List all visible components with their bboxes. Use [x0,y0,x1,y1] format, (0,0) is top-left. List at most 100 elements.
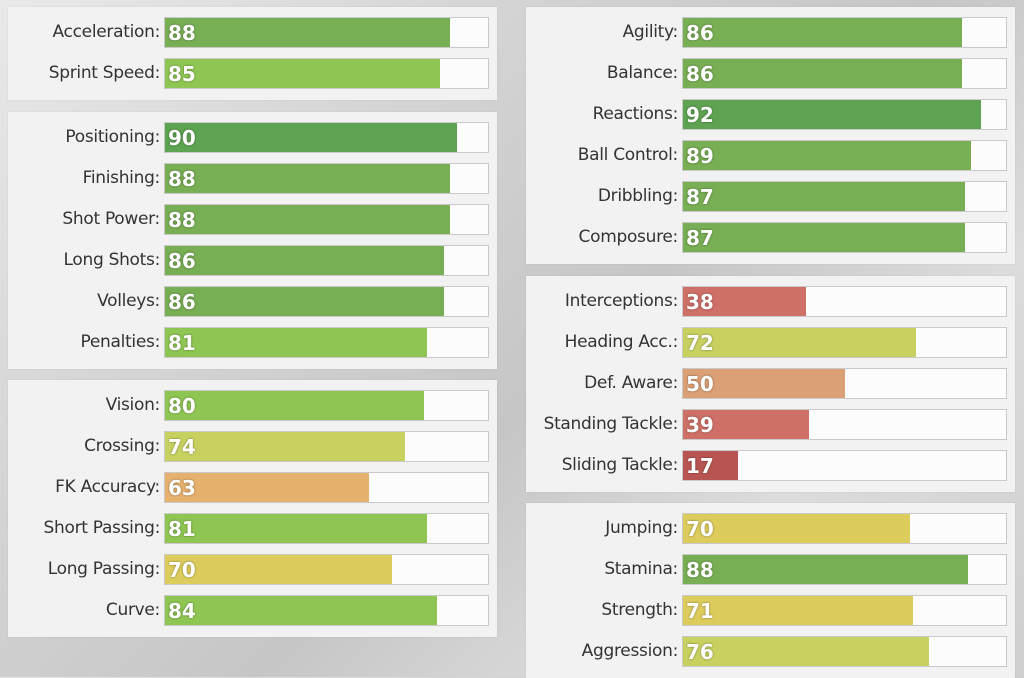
stat-bar-jumping: 70 [682,513,1007,544]
stat-label-ball-control: Ball Control: [577,145,679,165]
stat-value: 92 [686,103,714,127]
stat-value: 81 [168,517,196,541]
stat-bar-fill [683,410,810,439]
stat-bar-fill [165,18,451,47]
stat-bar-fill [165,596,438,625]
stat-bar-aggression: 76 [682,636,1007,667]
stat-bar-fill [165,473,370,502]
stat-bar-dribbling: 87 [682,181,1007,212]
stat-label-dribbling: Dribbling: [597,186,678,206]
stat-label-strength: Strength: [601,600,678,620]
stat-bar-balance: 86 [682,58,1007,89]
stat-bar-fill [165,555,392,584]
stat-label-reactions: Reactions: [592,104,679,124]
stat-bar-def-aware: 50 [682,368,1007,399]
stat-bar-fill [165,432,405,461]
stat-label-crossing: Crossing: [84,436,160,456]
stat-label-curve: Curve: [105,600,160,620]
stat-value: 86 [168,249,196,273]
stat-bar-fill [165,287,444,316]
stat-bar-fill [683,514,910,543]
stat-value: 74 [168,435,196,459]
stat-label-finishing: Finishing: [82,168,161,188]
stat-value: 86 [686,21,714,45]
stat-value: 88 [168,167,196,191]
stat-label-volleys: Volleys: [97,291,160,311]
stat-bar-long-passing: 70 [164,554,489,585]
stat-value: 50 [686,372,714,396]
stat-bar-fill [683,596,914,625]
stat-bar-acceleration: 88 [164,17,489,48]
stat-value: 87 [686,185,714,209]
stat-value: 81 [168,331,196,355]
stat-value: 71 [686,599,714,623]
stat-bar-interceptions: 38 [682,286,1007,317]
stat-bar-sliding-tackle: 17 [682,450,1007,481]
stat-bar-finishing: 88 [164,163,489,194]
stat-bar-fill [165,514,428,543]
stat-bar-positioning: 90 [164,122,489,153]
stat-value: 86 [168,290,196,314]
stat-bar-fill [683,555,969,584]
stat-bar-agility: 86 [682,17,1007,48]
stat-value: 70 [686,517,714,541]
stat-label-stamina: Stamina: [604,559,678,579]
stat-value: 72 [686,331,714,355]
stat-label-sliding-tackle: Sliding Tackle: [561,455,679,475]
stat-bar-crossing: 74 [164,431,489,462]
stat-label-aggression: Aggression: [581,641,679,661]
stat-label-long-passing: Long Passing: [47,559,161,579]
stat-bar-fill [165,59,441,88]
stat-bar-fill [683,100,982,129]
stat-label-interceptions: Interceptions: [564,291,678,311]
stat-label-fk-accuracy: FK Accuracy: [55,477,160,497]
stat-value: 86 [686,62,714,86]
stat-label-composure: Composure: [578,227,679,247]
stat-label-sprint-speed: Sprint Speed: [48,63,161,83]
stat-bar-fill [683,637,930,666]
stat-value: 89 [686,144,714,168]
stat-bar-strength: 71 [682,595,1007,626]
stat-label-heading-acc: Heading Acc.: [564,332,679,352]
stat-value: 90 [168,126,196,150]
stat-bar-fill [165,328,428,357]
stat-value: 70 [168,558,196,582]
stat-label-balance: Balance: [606,63,678,83]
stat-bar-fill [165,246,444,275]
stat-bar-fill [683,287,807,316]
stat-bar-standing-tackle: 39 [682,409,1007,440]
stat-panel-dribbling [526,7,1015,264]
stat-label-penalties: Penalties: [80,332,161,352]
stat-bar-fill [683,328,917,357]
stat-bar-sprint-speed: 85 [164,58,489,89]
stat-bar-penalties: 81 [164,327,489,358]
stat-label-acceleration: Acceleration: [52,22,161,42]
stat-value: 17 [686,454,714,478]
stat-bar-vision: 80 [164,390,489,421]
stat-value: 63 [168,476,196,500]
stat-value: 88 [168,21,196,45]
stat-bar-heading-acc: 72 [682,327,1007,358]
stat-bar-shot-power: 88 [164,204,489,235]
stat-bar-fill [683,223,965,252]
stat-label-shot-power: Shot Power: [62,209,160,229]
stat-value: 85 [168,62,196,86]
stat-bar-reactions: 92 [682,99,1007,130]
stat-value: 88 [168,208,196,232]
stat-bar-stamina: 88 [682,554,1007,585]
stat-label-jumping: Jumping: [605,518,678,538]
stat-value: 84 [168,599,196,623]
stat-bar-fill [683,182,965,211]
stat-panel-passing [8,380,497,637]
stat-bar-fill [165,205,451,234]
stat-bar-volleys: 86 [164,286,489,317]
stat-label-agility: Agility: [622,22,679,42]
stat-label-long-shots: Long Shots: [63,250,161,270]
stat-value: 39 [686,413,714,437]
stat-bar-composure: 87 [682,222,1007,253]
stat-label-standing-tackle: Standing Tackle: [543,414,679,434]
stat-bar-fill [165,123,457,152]
stat-value: 88 [686,558,714,582]
stat-label-short-passing: Short Passing: [43,518,161,538]
stat-bar-fill [165,391,425,420]
